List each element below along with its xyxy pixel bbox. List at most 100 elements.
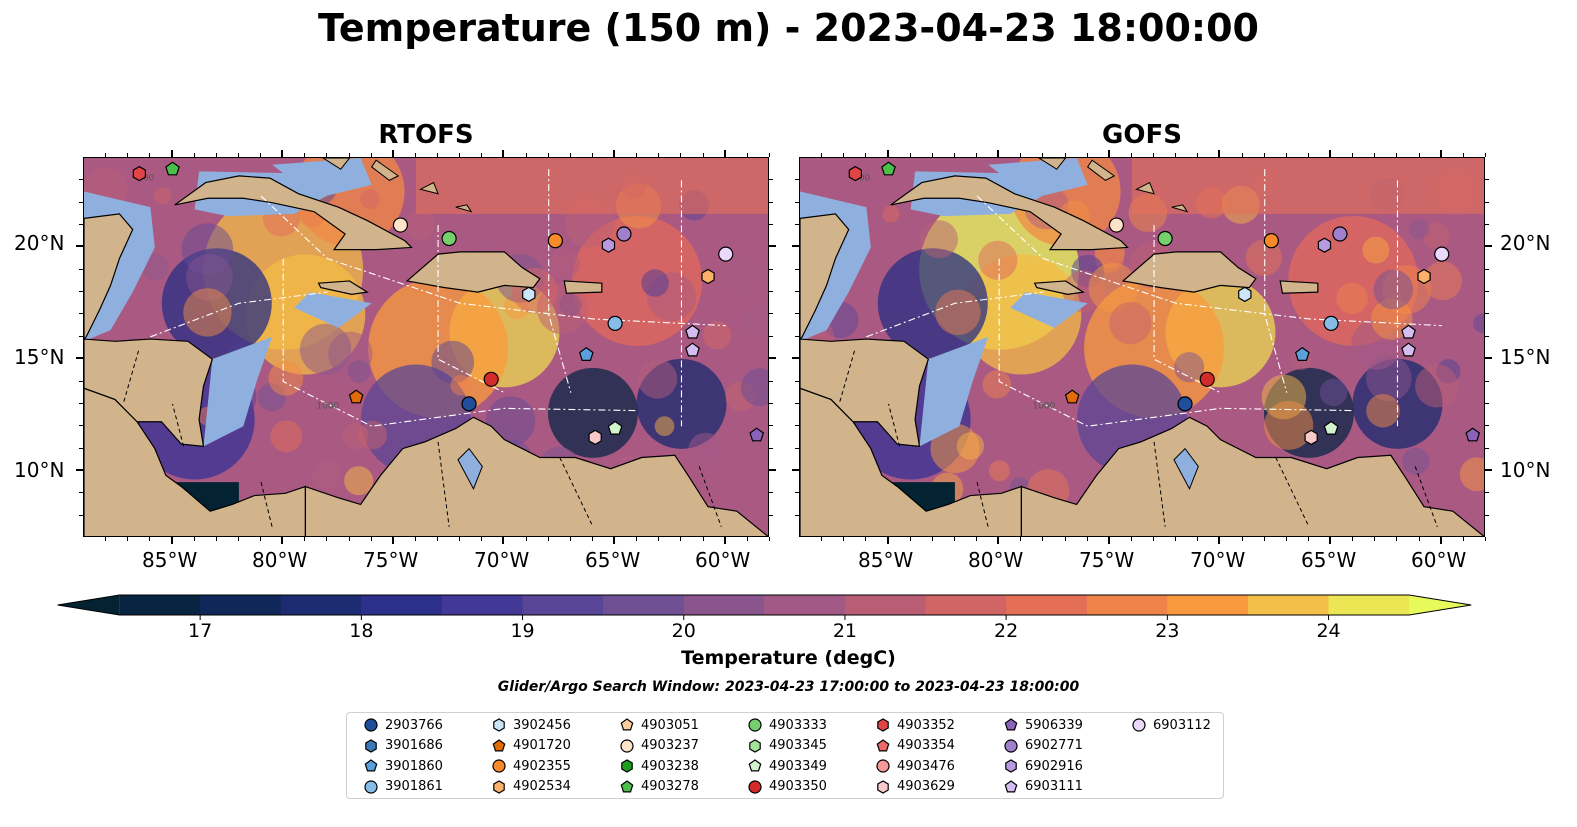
legend-marker [620,718,634,731]
axis-tick [795,402,799,404]
axis-tick [795,469,799,471]
legend-item-3901860: 3901860 [363,756,443,776]
circle-marker-icon [364,779,378,794]
legend-marker [876,738,890,751]
legend-label: 4902355 [513,758,571,774]
axis-tick [998,153,1000,157]
hexagon-marker-icon [365,738,377,753]
temperature-eddy [1415,364,1459,408]
axis-tick [79,291,83,293]
float-marker-4903629 [588,429,602,446]
legend-item-4902355: 4902355 [491,756,571,776]
axis-tick [1153,153,1155,157]
float-marker-4903278 [881,161,896,176]
temperature-eddy [1173,352,1205,383]
temperature-eddy [185,253,233,301]
axis-tick [149,537,151,541]
axis-tick [931,153,933,157]
axis-tick [1352,153,1354,157]
legend-marker [364,779,378,794]
shelf-area [988,158,1088,199]
legend-item-4903333: 4903333 [747,715,827,735]
axis-tick [392,537,394,541]
axis-tick [1153,537,1155,541]
axis-tick [414,153,416,157]
axis-tick [702,153,704,157]
axis-tick [1020,537,1022,541]
axis-tick [1462,537,1464,541]
contour-label: 1000 [1032,401,1055,411]
legend-label: 4903349 [769,758,827,774]
float-marker-4903333 [441,230,457,247]
axis-tick [795,514,799,516]
legend-marker [877,718,889,732]
landmass [890,175,1129,251]
temperature-patch [547,367,638,458]
temperature-eddy [1423,261,1463,301]
legend-label: 4903350 [769,779,827,794]
axis-tick [282,153,284,157]
temperature-eddy [702,321,732,350]
axis-tick [1130,537,1132,541]
temperature-eddy [268,361,304,396]
atlantic-water [415,158,768,214]
temperature-eddy [450,374,472,396]
axis-tick [795,313,799,315]
axis-tick [79,358,83,360]
float-marker-5906339 [1465,427,1481,442]
temperature-eddy [1245,239,1282,276]
axis-tick [1396,537,1398,541]
axis-tick [1263,537,1265,541]
temperature-eddy [347,360,371,383]
legend-item-4903349: 4903349 [747,756,827,776]
country-border [260,481,273,527]
axis-tick [636,153,638,157]
axis-tick [481,153,483,157]
landmass [84,338,214,448]
axis-tick [724,537,726,541]
colorbar-segment [603,595,685,615]
axis-tick [769,425,773,427]
atlantic-water [1131,158,1484,214]
temperature-eddy [688,432,723,467]
colorbar-segment [845,595,927,615]
axis-tick [1485,153,1486,157]
temperature-eddy [358,420,387,450]
colorbar-tick-label: 23 [1155,620,1180,642]
axis-tick [79,469,83,471]
axis-tick [215,537,217,541]
lon-label-60w-left: 60°W [695,548,751,572]
shelf-area [203,336,273,447]
axis-tick [105,153,107,157]
legend-marker [1004,779,1018,792]
lat-label-10n-right: 10°N [1500,458,1551,482]
legend-label: 3902456 [513,717,571,733]
legend-marker [748,718,762,732]
shelf-area [1010,292,1088,328]
lat-label-20n-right: 20°N [1500,231,1551,255]
country-border [698,466,722,527]
legend-marker [492,738,506,751]
temperature-eddy [654,416,675,437]
axis-tick [769,514,773,516]
landmass [317,280,369,295]
axis-tick [1241,537,1243,541]
landmass [1121,251,1257,293]
temperature-eddy [1109,301,1152,345]
legend-item-6903111: 6903111 [1003,777,1083,797]
lat-label-15n-left: 15°N [14,345,65,369]
colorbar-outline [57,594,1472,616]
colorbar-segment [200,595,282,615]
temperature-eddy [299,323,352,375]
lake-maracaibo [1173,447,1199,491]
axis-tick [769,537,770,541]
axis-tick [459,153,461,157]
shelf-area [272,158,372,199]
axis-tick [614,153,616,157]
colorbar-tick-label: 20 [671,620,696,642]
temperature-eddy [1402,447,1430,475]
colorbar-segment [280,595,362,615]
axis-tick [282,537,284,541]
float-marker-4903333 [1157,230,1173,247]
colorbar-segment [361,595,443,615]
